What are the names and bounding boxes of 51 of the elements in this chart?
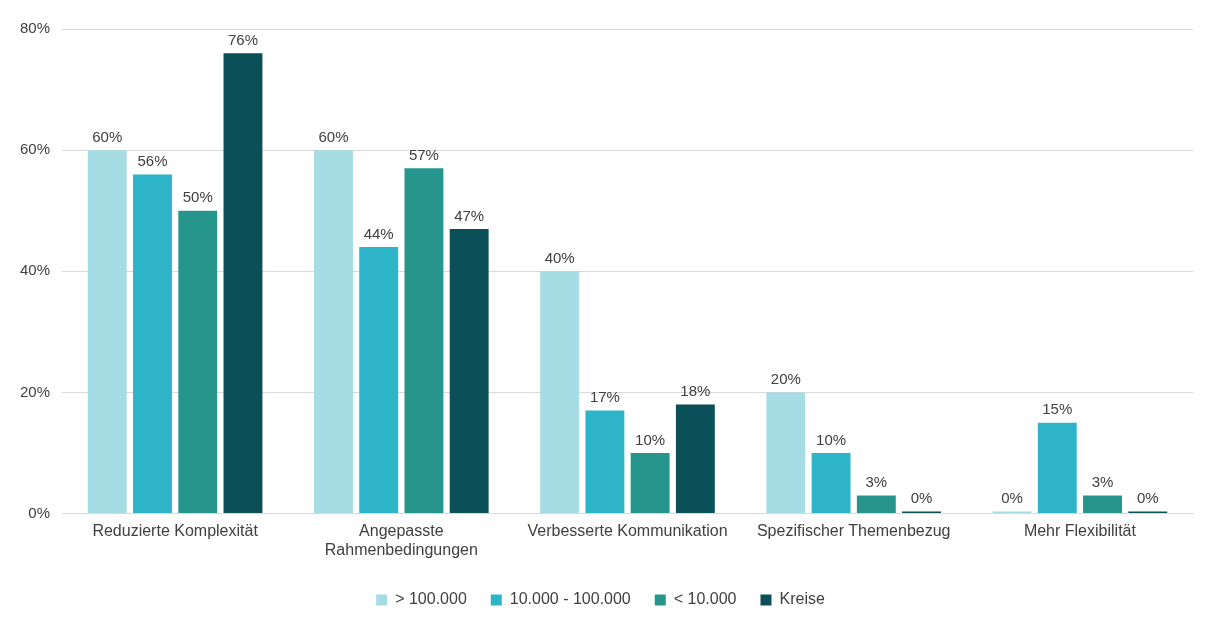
data-label: 3% [1091,473,1114,491]
data-label: 40% [544,248,575,266]
data-label: 0% [1136,489,1159,507]
bar [766,392,806,514]
legend-label: 10.000 - 100.000 [509,590,631,608]
bar [178,210,218,514]
data-label: 50% [182,188,213,206]
bar [87,150,127,514]
legend-label: Kreise [779,590,825,608]
bar [675,404,715,514]
bar [630,453,670,514]
data-label: 56% [137,152,168,170]
x-tick-label: Verbesserte Kommunikation [527,521,728,539]
data-label: 47% [454,206,485,224]
y-tick-label: 40% [19,261,51,279]
x-tick-label: Angepasste Rahmenbedingungen [324,521,478,558]
legend-label: > 100.000 [395,590,467,608]
bar [585,410,625,514]
data-label: 10% [816,430,847,448]
bar [1037,422,1077,514]
bar [811,453,851,514]
data-label: 0% [1001,489,1023,507]
data-label: 44% [363,224,394,242]
y-tick-label: 0% [28,503,51,521]
bar [540,271,580,514]
bar [223,53,263,514]
bar [133,174,172,514]
bar [404,168,444,514]
bar [359,247,399,514]
bar [314,150,353,514]
data-label: 18% [680,382,711,400]
data-label: 76% [227,30,258,48]
y-tick-label: 20% [19,382,51,400]
bar [856,495,896,514]
x-tick-label: Spezifischer Themenbezug [756,521,951,539]
data-label: 57% [408,145,439,163]
bar [449,228,489,514]
data-label: 3% [865,473,888,491]
data-label: 60% [92,127,123,145]
data-label: 15% [1042,400,1073,418]
data-label: 60% [318,127,349,145]
data-label: 10% [635,430,666,448]
x-tick-label: Mehr Flexibilität [1023,521,1137,539]
x-tick-label: Reduzierte Komplexität [92,521,259,539]
data-label: 20% [770,370,801,388]
data-label: 17% [589,388,620,406]
y-tick-label: 60% [19,140,51,158]
bar [1083,495,1122,514]
data-label: 0% [910,489,933,507]
y-tick-label: 80% [19,19,51,37]
legend-label: < 10.000 [673,590,737,608]
